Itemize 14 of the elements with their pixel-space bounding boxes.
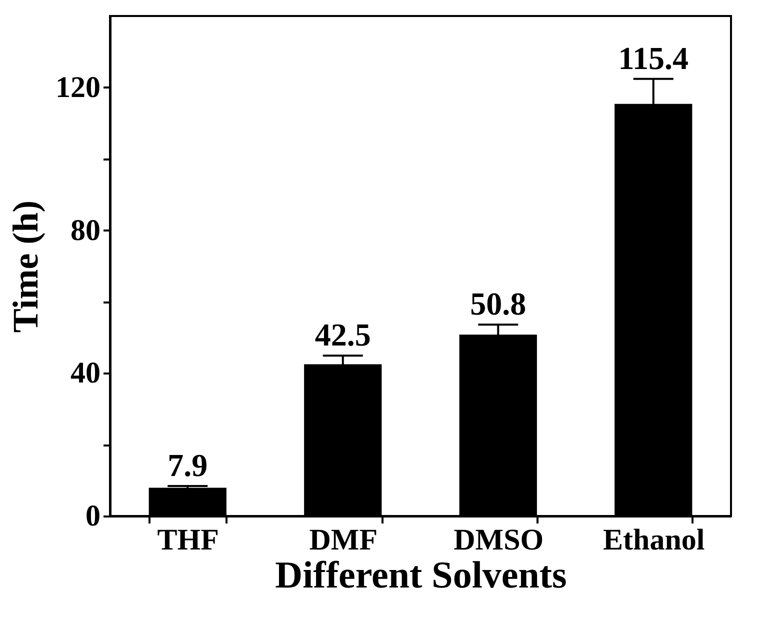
x-axis-title: Different Solvents <box>275 554 567 596</box>
x-tick-label: DMF <box>309 524 378 556</box>
x-tick-label: DMSO <box>454 524 544 556</box>
y-axis-title: Time (h) <box>6 200 46 333</box>
y-tick-label: 0 <box>86 500 100 532</box>
data-label: 7.9 <box>168 447 208 483</box>
x-tick-label: THF <box>157 524 219 556</box>
y-tick-label: 120 <box>56 70 100 104</box>
data-label: 50.8 <box>470 286 526 322</box>
data-label: 42.5 <box>314 316 371 353</box>
data-label: 115.4 <box>618 40 688 76</box>
x-tick-label: Ethanol <box>603 524 705 556</box>
y-tick-label: 80 <box>70 214 100 247</box>
y-tick-label: 40 <box>70 356 100 390</box>
